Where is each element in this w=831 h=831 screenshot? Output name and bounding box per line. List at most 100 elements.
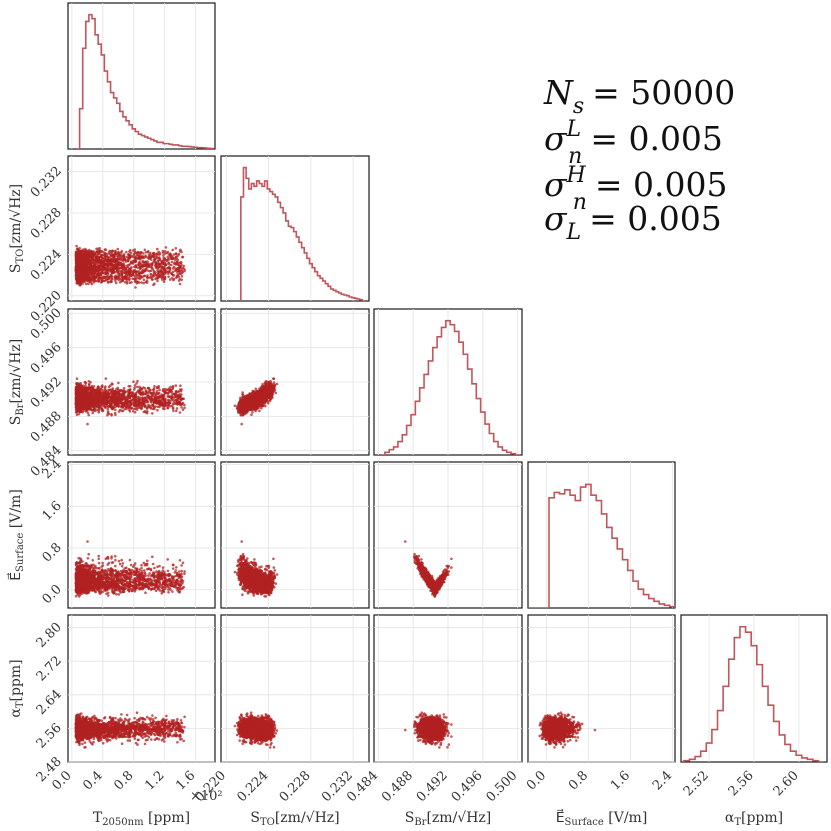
sample-point (103, 279, 106, 283)
sample-point (137, 272, 141, 275)
sample-point (128, 391, 131, 394)
sample-point (141, 399, 144, 403)
sample-point (162, 405, 166, 409)
sample-point (183, 403, 186, 407)
sample-point (126, 277, 129, 281)
sample-point (170, 260, 174, 264)
sample-point (131, 409, 135, 413)
sample-point (104, 377, 108, 380)
sample-point (96, 385, 100, 388)
sample-point (167, 272, 170, 276)
sample-point (122, 267, 126, 271)
sample-point (155, 392, 159, 395)
sample-point (75, 272, 79, 275)
sample-point (110, 272, 114, 275)
sample-point (125, 405, 128, 409)
sample-point (166, 406, 170, 410)
sample-point (179, 384, 182, 388)
sample-point (116, 263, 120, 267)
y-tick-label: 0.488 (28, 409, 65, 446)
sample-point (85, 271, 89, 275)
sample-point (181, 255, 184, 259)
sample-point (97, 276, 100, 280)
sample-point (158, 388, 161, 392)
sample-point (127, 270, 130, 274)
sample-point (97, 272, 101, 276)
sample-point (152, 283, 155, 287)
sample-point (78, 267, 82, 271)
sample-point (88, 399, 91, 403)
sample-point (152, 254, 155, 258)
sample-point (175, 407, 179, 410)
sample-point (91, 404, 95, 408)
sample-point (163, 277, 166, 281)
sample-point (107, 405, 111, 408)
sample-point (139, 267, 143, 270)
sample-point (104, 258, 108, 262)
sample-point (78, 396, 81, 400)
sample-point (135, 273, 139, 277)
sample-point (76, 385, 80, 389)
sample-point (141, 269, 144, 273)
sample-point (143, 263, 147, 267)
sample-point (114, 397, 118, 401)
sample-point (110, 401, 114, 404)
sample-point (156, 408, 159, 412)
sample-point (104, 394, 108, 398)
sample-point (171, 392, 174, 396)
sample-point (110, 269, 114, 273)
sample-point (110, 414, 113, 417)
histogram-STO (240, 166, 366, 301)
sample-point (90, 397, 93, 400)
sample-point (117, 273, 121, 276)
sample-point (96, 252, 100, 256)
sample-point (176, 267, 179, 271)
sample-point (176, 271, 179, 274)
sample-point (167, 257, 170, 261)
sample-point (180, 278, 183, 282)
sample-point (83, 278, 87, 282)
sample-point (104, 392, 108, 395)
sample-point (81, 404, 85, 407)
sample-point (163, 407, 166, 411)
sample-point (165, 263, 168, 266)
sample-point (78, 401, 81, 405)
y-tick-label: 0.496 (28, 340, 65, 377)
sample-point (84, 384, 87, 387)
sample-point (171, 395, 174, 398)
sample-point (128, 263, 131, 267)
sample-point (114, 276, 117, 280)
sample-point (165, 251, 169, 255)
sample-point (103, 248, 107, 251)
sample-point (122, 403, 126, 407)
sample-point (92, 385, 96, 388)
sample-point (137, 270, 141, 273)
sample-point (125, 282, 129, 285)
sample-point (118, 408, 122, 412)
sample-point (139, 262, 142, 266)
sample-point (176, 400, 179, 403)
sample-point (149, 400, 153, 404)
sample-point (81, 384, 85, 388)
sample-point (170, 254, 174, 258)
sample-point (146, 276, 149, 279)
sample-point (100, 396, 104, 400)
sample-point (84, 265, 87, 268)
sample-point (181, 408, 185, 412)
sample-point (144, 261, 147, 264)
sample-point (153, 395, 156, 399)
sample-point (135, 382, 138, 385)
sample-point (124, 258, 127, 262)
sample-point (126, 265, 130, 269)
sample-point (128, 388, 132, 392)
sample-point (84, 391, 87, 395)
sample-point (166, 255, 170, 259)
sample-point (74, 408, 78, 412)
sample-point (81, 282, 84, 285)
y-tick-label: 0.232 (28, 164, 65, 201)
sample-point (156, 247, 159, 251)
scatter-SBr-vs-T (74, 377, 186, 426)
sample-point (153, 258, 156, 262)
sample-point (104, 272, 108, 275)
